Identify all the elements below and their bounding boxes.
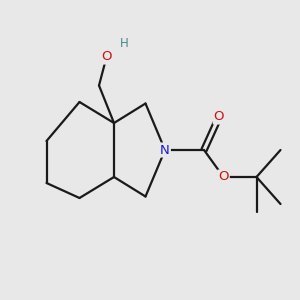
Text: O: O <box>214 110 224 124</box>
Text: O: O <box>101 50 112 64</box>
Text: N: N <box>160 143 170 157</box>
Text: O: O <box>218 170 229 184</box>
Text: H: H <box>120 37 129 50</box>
